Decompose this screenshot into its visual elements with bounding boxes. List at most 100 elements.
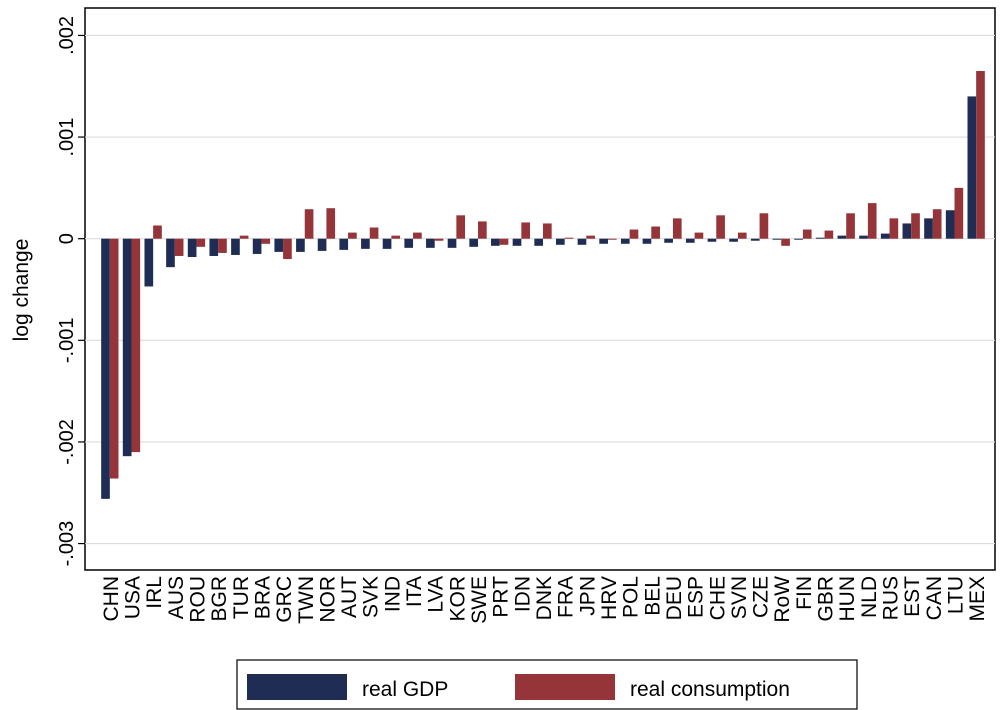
x-tick-label: SVK	[360, 576, 383, 618]
bar	[326, 208, 336, 239]
bar	[317, 238, 327, 251]
bar	[924, 218, 933, 239]
x-tick-label: HRV	[598, 576, 621, 620]
bar	[586, 235, 595, 239]
bar	[534, 238, 543, 246]
x-tick-label: GRC	[273, 576, 296, 623]
x-tick-label: LVA	[425, 576, 448, 613]
bar	[824, 230, 834, 239]
bar	[664, 238, 673, 243]
bar	[209, 238, 219, 256]
bar	[651, 226, 660, 239]
bar	[737, 232, 747, 239]
bar	[967, 96, 977, 239]
x-tick-label: IRL	[143, 576, 166, 609]
bar	[889, 218, 899, 239]
bar	[846, 213, 855, 239]
x-tick-label: SVN	[728, 576, 751, 619]
x-tick-label: BEL	[641, 576, 664, 616]
x-tick-label: KOR	[446, 576, 469, 622]
bar	[620, 238, 630, 244]
bar	[187, 238, 197, 257]
bar	[196, 238, 206, 247]
bar	[166, 238, 175, 268]
x-tick-label: SWE	[468, 576, 491, 624]
legend-label: real consumption	[630, 678, 790, 701]
legend-label: real GDP	[362, 678, 448, 701]
y-tick-label: .001	[56, 118, 78, 157]
bar	[802, 229, 812, 239]
bar	[382, 238, 392, 249]
x-tick-label: CHE	[706, 576, 729, 620]
bar	[543, 223, 552, 239]
y-tick-label: -.002	[56, 419, 78, 465]
bar	[274, 238, 284, 252]
bar	[781, 238, 790, 246]
bar	[759, 213, 769, 239]
y-tick-label: 0	[56, 233, 78, 244]
bar	[716, 215, 725, 239]
bar	[478, 221, 487, 239]
bar	[564, 237, 574, 239]
bar	[837, 235, 847, 239]
bar	[976, 71, 985, 239]
y-tick-label: -.001	[56, 318, 78, 364]
x-tick-label: USA	[121, 576, 144, 619]
x-tick-label: HUN	[836, 576, 859, 622]
bar	[607, 238, 617, 240]
x-tick-label: TUR	[230, 576, 253, 619]
bar	[122, 238, 132, 457]
x-tick-label: NLD	[858, 576, 881, 618]
bar	[772, 238, 782, 240]
x-tick-label: AUT	[338, 576, 361, 618]
x-tick-label: ROU	[186, 576, 209, 623]
bar	[426, 238, 435, 248]
bar	[521, 222, 531, 239]
bar	[144, 238, 154, 287]
bar	[902, 223, 912, 239]
bar	[239, 235, 249, 239]
x-tick-label: POL	[620, 576, 643, 618]
bar	[261, 238, 271, 244]
x-tick-label: ITA	[403, 576, 426, 607]
x-tick-label: RUS	[880, 576, 903, 620]
bar	[815, 237, 825, 239]
bar	[555, 238, 565, 245]
x-tick-label: IDN	[511, 576, 534, 612]
bar	[729, 238, 738, 242]
bar	[153, 225, 162, 239]
bar	[794, 238, 803, 240]
bar	[685, 238, 695, 243]
bar	[413, 232, 422, 239]
bar	[499, 238, 509, 245]
bar	[859, 235, 868, 239]
bar	[954, 187, 964, 239]
bar	[231, 238, 240, 255]
x-tick-label: ESP	[685, 576, 708, 618]
bar	[945, 210, 955, 239]
y-axis-title: log change	[10, 239, 33, 342]
bar	[456, 215, 466, 239]
bar	[694, 232, 704, 239]
bar	[218, 238, 227, 253]
x-tick-label: DNK	[533, 576, 556, 620]
bar	[867, 203, 877, 239]
x-tick-label: BGR	[208, 576, 231, 622]
bar	[707, 238, 717, 242]
x-tick-label: NOR	[316, 576, 339, 623]
x-tick-label: MEX	[966, 576, 989, 622]
x-tick-label: EST	[901, 576, 924, 617]
bar	[447, 238, 457, 248]
x-tick-label: CHN	[100, 576, 123, 622]
bar	[304, 209, 314, 239]
plot-frame	[84, 7, 996, 571]
x-tick-label: FIN	[793, 576, 816, 610]
bar	[599, 238, 608, 244]
bar	[131, 238, 141, 453]
x-tick-label: CAN	[923, 576, 946, 620]
bar	[361, 238, 370, 249]
bar	[174, 238, 184, 256]
x-tick-label: JPN	[576, 576, 599, 616]
bar	[491, 238, 500, 246]
